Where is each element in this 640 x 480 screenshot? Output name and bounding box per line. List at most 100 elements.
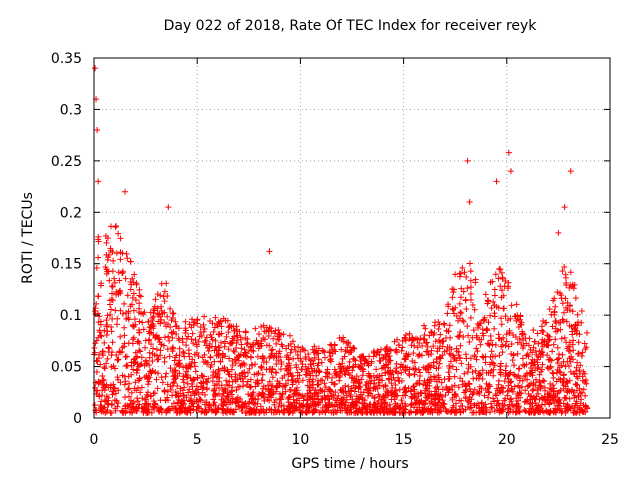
roti-point [414, 408, 421, 415]
roti-point [143, 391, 150, 398]
roti-point [135, 363, 142, 370]
roti-point [230, 408, 237, 415]
roti-point [494, 397, 501, 404]
roti-point [212, 337, 219, 344]
roti-point [500, 334, 507, 341]
roti-point [516, 316, 523, 323]
roti-point [558, 295, 565, 302]
roti-point [555, 397, 562, 404]
roti-point-peak [466, 199, 473, 205]
roti-point [241, 346, 248, 353]
roti-point [382, 400, 389, 407]
roti-point [216, 320, 223, 327]
roti-point [454, 333, 461, 340]
roti-point [393, 387, 400, 394]
roti-point [299, 402, 306, 409]
roti-point [324, 392, 331, 399]
roti-point [125, 314, 132, 321]
roti-point [201, 313, 208, 320]
roti-point [162, 373, 169, 380]
roti-point [559, 267, 566, 274]
roti-point [266, 342, 273, 349]
roti-point [327, 357, 334, 364]
roti-point [353, 393, 360, 400]
roti-point [137, 361, 144, 368]
x-tick-label: 20 [498, 432, 516, 448]
roti-point [330, 391, 337, 398]
roti-point [557, 387, 564, 394]
roti-point [265, 391, 272, 398]
roti-point [538, 349, 545, 356]
roti-point [448, 383, 455, 390]
roti-point [115, 230, 122, 237]
roti-point [505, 343, 512, 350]
y-tick-label: 0.15 [51, 257, 82, 273]
roti-point [188, 380, 195, 387]
y-tick-label: 0.2 [60, 205, 82, 221]
roti-point [209, 320, 216, 327]
roti-point [521, 398, 528, 405]
roti-point [471, 306, 478, 313]
roti-point [576, 331, 583, 338]
roti-point [293, 364, 300, 371]
roti-point [430, 343, 437, 350]
roti-point [287, 386, 294, 393]
roti-point [566, 377, 573, 384]
roti-point [135, 327, 142, 334]
roti-point [340, 365, 347, 372]
roti-point [467, 277, 474, 284]
roti-point [464, 369, 471, 376]
roti-point [228, 387, 235, 394]
roti-point [503, 338, 510, 345]
roti-point [335, 401, 342, 408]
roti-point [457, 309, 464, 316]
roti-point [297, 355, 304, 362]
roti-point [568, 353, 575, 360]
roti-point [525, 342, 532, 349]
roti-point [133, 387, 140, 394]
roti-point [542, 319, 549, 326]
roti-point [238, 370, 245, 377]
roti-point [457, 355, 464, 362]
roti-point [498, 315, 505, 322]
roti-point [98, 333, 105, 340]
roti-point [165, 333, 172, 340]
roti-point [154, 385, 161, 392]
roti-point [460, 334, 467, 341]
roti-point [264, 396, 271, 403]
roti-point [483, 406, 490, 413]
roti-point [124, 292, 131, 299]
roti-point [125, 308, 132, 315]
roti-point [136, 305, 143, 312]
roti-point [432, 319, 439, 326]
roti-point [531, 409, 538, 416]
roti-point [282, 365, 289, 372]
roti-point [305, 351, 312, 358]
roti-point [164, 313, 171, 320]
roti-point [198, 372, 205, 379]
roti-point [276, 400, 283, 407]
roti-point [137, 389, 144, 396]
roti-point [398, 347, 405, 354]
roti-point [284, 395, 291, 402]
roti-point [391, 396, 398, 403]
roti-point [255, 330, 262, 337]
roti-point [207, 364, 214, 371]
roti-point [567, 302, 574, 309]
roti-point [470, 409, 477, 416]
roti-point [180, 392, 187, 399]
roti-point-peak [92, 65, 99, 72]
roti-point [535, 409, 542, 416]
roti-point [470, 327, 477, 334]
roti-point [394, 336, 401, 343]
roti-point [236, 403, 243, 410]
roti-point [492, 391, 499, 398]
roti-point [286, 332, 293, 339]
roti-point [522, 387, 529, 394]
roti-point [93, 265, 100, 272]
roti-point [458, 403, 465, 410]
roti-point [232, 400, 239, 407]
roti-point [130, 279, 137, 286]
roti-point [457, 342, 464, 349]
roti-point [155, 407, 162, 414]
